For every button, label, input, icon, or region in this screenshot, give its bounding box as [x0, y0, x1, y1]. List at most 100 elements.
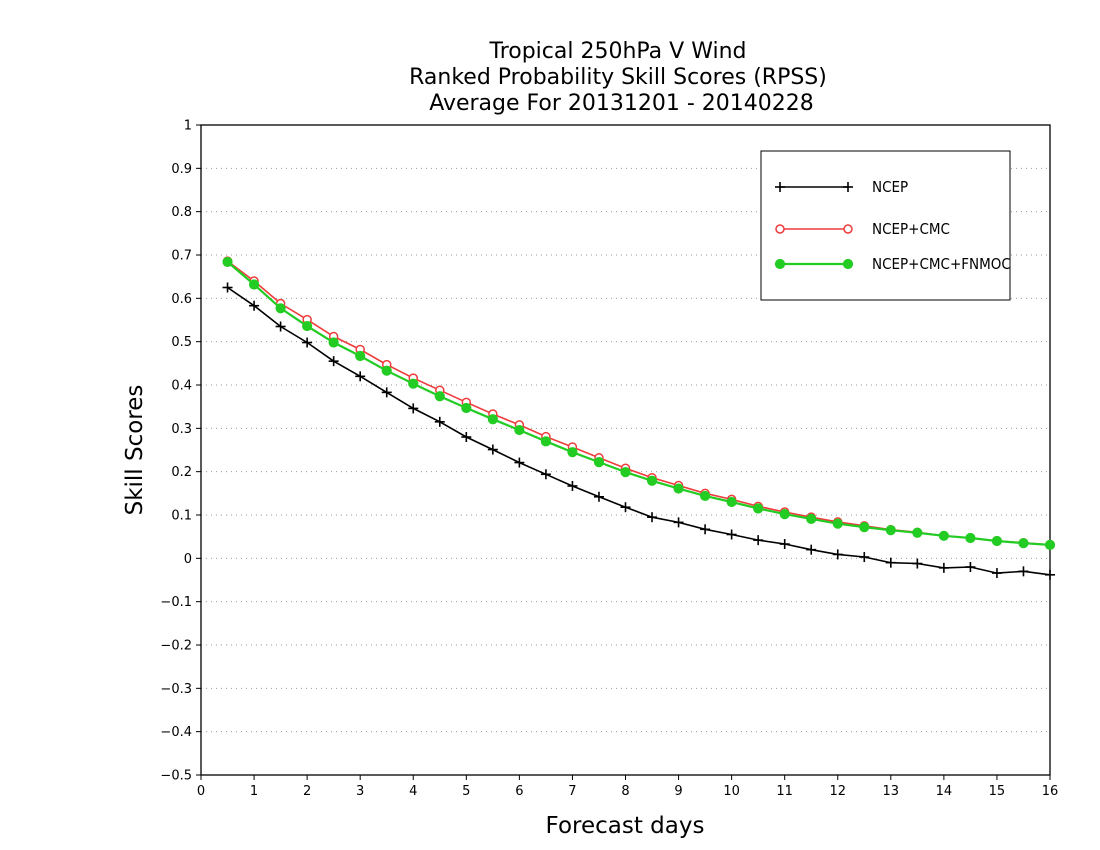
- data-point: [1044, 539, 1056, 551]
- y-tick-label: −0.1: [160, 595, 192, 610]
- y-tick-label: 0.4: [171, 379, 192, 394]
- y-tick-label: 0.5: [171, 335, 192, 350]
- legend-marker: [775, 182, 785, 192]
- series-ncep-cmc-fnmoc: [222, 256, 1056, 551]
- x-tick-label: 4: [409, 784, 417, 799]
- data-point: [540, 469, 551, 480]
- y-tick-label: −0.2: [160, 639, 192, 654]
- data-point: [328, 356, 339, 367]
- data-point: [222, 282, 233, 293]
- x-tick-label: 1: [250, 784, 258, 799]
- data-point: [461, 402, 472, 414]
- x-tick-label: 7: [568, 784, 576, 799]
- data-point: [487, 444, 498, 455]
- data-point: [514, 457, 525, 468]
- data-point: [302, 320, 313, 332]
- legend-label: NCEP: [872, 178, 908, 196]
- legend-marker: [774, 258, 786, 270]
- data-point: [700, 524, 711, 535]
- legend-marker: [842, 258, 854, 270]
- legend-marker: [843, 224, 853, 234]
- x-tick-label: 12: [829, 784, 846, 799]
- data-point: [832, 518, 843, 529]
- data-point: [859, 522, 870, 533]
- data-point: [275, 303, 286, 314]
- y-tick-label: 0.8: [171, 205, 192, 220]
- x-tick-label: 2: [303, 784, 311, 799]
- data-point: [593, 491, 604, 502]
- y-tick-label: 0: [184, 552, 192, 567]
- data-point: [1045, 569, 1055, 580]
- series-layer: [222, 256, 1056, 580]
- y-tick-label: 0.7: [171, 249, 192, 264]
- title-line-3: Average For 20131201 - 20140228: [422, 91, 814, 116]
- series-ncep: [222, 282, 1055, 580]
- data-point: [832, 549, 843, 560]
- data-point: [991, 568, 1002, 579]
- data-point: [567, 480, 578, 491]
- legend-entry: NCEP+CMC+FNMOC: [774, 255, 1011, 273]
- y-tick-label: 1: [184, 119, 192, 134]
- data-point: [699, 490, 711, 502]
- x-tick-label: 11: [776, 784, 793, 799]
- data-point: [647, 512, 658, 523]
- x-tick-label: 10: [723, 784, 740, 799]
- data-point: [567, 447, 578, 458]
- data-point: [408, 378, 419, 389]
- data-point: [408, 403, 419, 414]
- legend-label: NCEP+CMC+FNMOC: [872, 255, 1011, 273]
- data-point: [779, 539, 790, 550]
- data-point: [249, 300, 260, 311]
- data-point: [381, 365, 392, 376]
- data-point: [328, 337, 339, 348]
- series-line: [227, 286, 1051, 576]
- y-tick-label: −0.3: [160, 682, 192, 697]
- data-point: [1018, 538, 1029, 549]
- data-point: [806, 513, 817, 525]
- legend-entry: NCEP: [775, 178, 908, 196]
- x-axis-label: Forecast days: [546, 813, 705, 839]
- data-point: [222, 256, 233, 268]
- data-point: [355, 350, 366, 362]
- series-line: [226, 261, 1051, 546]
- legend-entry: NCEP+CMC: [775, 220, 950, 238]
- legend-marker: [843, 182, 853, 192]
- y-tick-label: −0.5: [160, 769, 192, 784]
- data-point: [859, 552, 870, 563]
- x-tick-label: 3: [356, 784, 364, 799]
- y-tick-label: 0.9: [171, 162, 192, 177]
- data-point: [753, 503, 764, 514]
- x-tick-label: 5: [462, 784, 470, 799]
- data-point: [726, 496, 737, 508]
- data-point: [938, 530, 949, 541]
- x-tick-label: 6: [515, 784, 523, 799]
- data-point: [991, 535, 1003, 547]
- series-line: [227, 260, 1051, 546]
- data-point: [912, 527, 923, 538]
- data-point: [806, 544, 817, 555]
- data-point: [381, 387, 392, 398]
- x-tick-label: 16: [1042, 784, 1059, 799]
- data-point: [753, 535, 764, 546]
- chart-title: Tropical 250hPa V Wind Ranked Probabilit…: [409, 39, 827, 116]
- data-point: [620, 502, 631, 513]
- data-point: [302, 337, 313, 348]
- data-point: [540, 436, 552, 447]
- series-ncep-cmc: [222, 256, 1055, 550]
- data-point: [355, 371, 366, 382]
- y-tick-label: −0.4: [160, 725, 192, 740]
- data-point: [646, 475, 658, 486]
- data-point: [434, 416, 445, 427]
- data-point: [275, 321, 286, 332]
- data-point: [487, 414, 498, 425]
- title-line-1: Tropical 250hPa V Wind: [488, 39, 746, 64]
- data-point: [885, 525, 896, 536]
- y-tick-label: 0.6: [171, 292, 192, 307]
- y-tick-label: 0.2: [171, 465, 192, 480]
- data-point: [779, 509, 790, 520]
- legend-marker: [775, 224, 785, 234]
- y-tick-label: 0.1: [171, 509, 192, 524]
- data-point: [434, 391, 445, 402]
- y-axis-label: Skill Scores: [122, 385, 148, 516]
